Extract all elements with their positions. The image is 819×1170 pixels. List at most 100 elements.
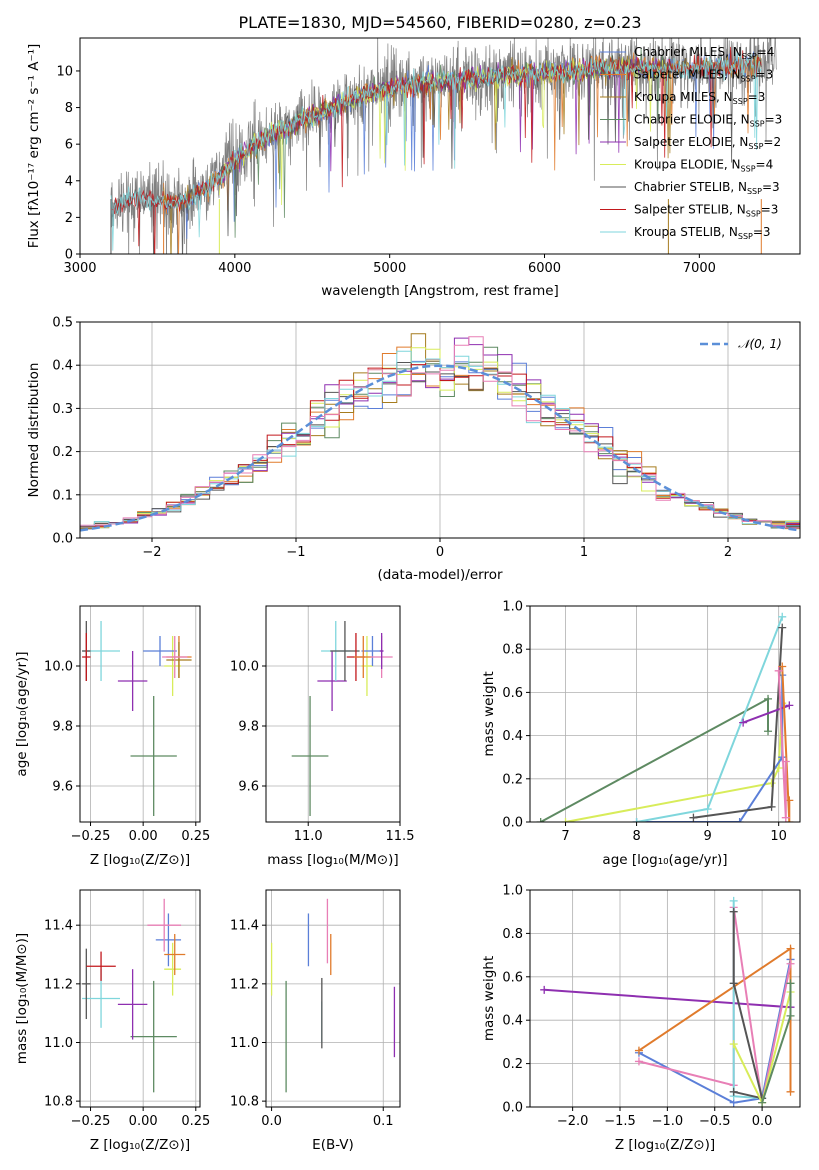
y-tick-label: 11.4	[230, 919, 259, 934]
plot-area-mass-vs-EBV	[266, 890, 400, 1107]
x-tick-label: 3000	[63, 261, 96, 276]
x-tick-label: 0.25	[181, 829, 210, 844]
y-tick-label: 0.0	[52, 532, 73, 547]
spectrum-model-line	[110, 51, 762, 251]
y-tick-label: 11.2	[44, 977, 73, 992]
panel-age-vs-Z: −0.25 0.00 0.25 9.6 9.8 10.0 Z [log₁₀(Z/Z⊙)] ag…	[14, 605, 210, 868]
plot-area-weight-vs-Z	[530, 890, 800, 1107]
errorbar-point	[379, 633, 384, 669]
axes-frame	[265, 889, 401, 1108]
plot-area-age-vs-mass	[266, 606, 400, 822]
weight-marker	[634, 1046, 643, 1055]
x-tick-label: −0.5	[699, 1114, 731, 1129]
spectrum-model-line	[219, 56, 669, 191]
y-tick-label: 0.0	[502, 1101, 523, 1116]
legend-label: Kroupa ELODIE, NSSP=4	[634, 158, 773, 174]
panel-spectrum: 3000 4000 5000 6000 7000 0 2 4 6 8 10 wavelength [A…	[26, 37, 801, 299]
legend-label: Chabrier ELODIE, NSSP=3	[634, 113, 782, 129]
axes-frame	[79, 37, 801, 255]
y-axis-label: mass [log₁₀(M/M⊙)]	[14, 933, 30, 1064]
plot-area-age-vs-Z	[80, 606, 200, 822]
y-tick-label: 0.6	[502, 686, 523, 701]
x-tick-label: 4000	[218, 261, 251, 276]
y-tick-label: 0.8	[502, 927, 523, 942]
weight-marker	[767, 779, 776, 788]
axes-frame	[79, 321, 801, 539]
weight-marker	[729, 907, 738, 916]
weight-marker	[689, 813, 698, 822]
y-tick-label: 9.8	[52, 720, 73, 735]
y-tick-label: 0.6	[502, 970, 523, 985]
weight-series-line	[781, 666, 791, 822]
y-tick-label: 10.8	[230, 1095, 259, 1110]
y-tick-label: 10.8	[44, 1095, 73, 1110]
x-tick-label: 11.0	[294, 829, 323, 844]
y-tick-label: 0	[65, 248, 73, 263]
weight-marker	[781, 757, 790, 766]
y-tick-label: 0.2	[502, 772, 523, 787]
legend-label: Chabrier STELIB, NSSP=3	[634, 180, 780, 196]
x-tick-label: −1.0	[652, 1114, 684, 1129]
weight-marker	[758, 1098, 767, 1107]
x-tick-label: −2.0	[557, 1114, 589, 1129]
weight-marker	[786, 1011, 795, 1020]
y-tick-label: 9.6	[238, 780, 259, 795]
y-tick-label: 11.4	[44, 919, 73, 934]
x-tick-label: 0.00	[129, 1114, 158, 1129]
errorbar-point	[147, 898, 182, 952]
y-tick-label: 0.2	[52, 445, 73, 460]
errorbar-point	[166, 642, 192, 678]
errorbar-point	[117, 969, 148, 1040]
weight-marker	[786, 959, 795, 968]
x-tick-label: 7000	[683, 261, 716, 276]
y-tick-label: 10.0	[44, 660, 73, 675]
y-axis-label: mass weight	[481, 671, 497, 756]
errorbar-point	[130, 980, 177, 1093]
y-tick-label: 4	[65, 174, 73, 189]
legend-label: Salpeter ELODIE, NSSP=2	[634, 135, 781, 151]
errorbar-point	[155, 913, 182, 967]
legend: Chabrier MILES, NSSP=4 Salpeter MILES, NS…	[600, 45, 782, 241]
panel-mass-vs-Z: −0.25 0.00 0.25 10.8 11.0 11.2 11.4 Z [log₁₀(Z/…	[14, 889, 210, 1153]
x-axis-label: Z [log₁₀(Z/Z⊙)]	[90, 1137, 190, 1153]
x-tick-label: 0.25	[181, 1114, 210, 1129]
y-tick-label: 10.0	[230, 660, 259, 675]
x-axis-label: age [log₁₀(age/yr)]	[602, 852, 727, 868]
panel-mass-vs-EBV: 0.0 0.1 10.8 11.0 11.2 11.4 E(B-V)	[230, 889, 401, 1153]
errorbar-point	[164, 636, 182, 696]
weight-series-line	[565, 703, 784, 822]
errorbar-point	[117, 651, 148, 711]
y-axis-label: age [log₁₀(age/yr)]	[14, 651, 30, 776]
weight-marker	[774, 666, 783, 675]
weight-series-line	[540, 697, 769, 822]
weight-marker	[729, 979, 738, 988]
errorbar-point	[82, 633, 91, 681]
weight-marker	[729, 1040, 738, 1049]
weight-marker	[634, 1057, 643, 1066]
weight-marker	[561, 818, 570, 822]
y-tick-label: 0.2	[502, 1057, 523, 1072]
x-axis-label: wavelength [Angstrom, rest frame]	[321, 283, 559, 299]
x-tick-label: 0.0	[261, 1114, 282, 1129]
legend-label: 𝒩(0, 1)	[738, 337, 782, 351]
weight-marker	[785, 701, 794, 710]
weight-marker	[703, 805, 712, 814]
y-tick-label: 0.8	[502, 643, 523, 658]
y-tick-label: 1.0	[502, 600, 523, 615]
plot-area-mass-vs-Z	[80, 890, 200, 1107]
y-tick-label: 0.3	[52, 402, 73, 417]
weight-marker	[729, 1087, 738, 1096]
legend-label: Kroupa STELIB, NSSP=3	[634, 225, 771, 241]
weight-marker	[735, 818, 744, 822]
y-axis-label: mass weight	[481, 956, 497, 1041]
weight-marker	[739, 718, 748, 727]
x-axis-label: (data-model)/error	[377, 567, 503, 583]
weight-series-line	[544, 988, 791, 1009]
errorbar-point	[162, 636, 188, 678]
x-tick-label: −1	[286, 545, 305, 560]
weight-marker	[778, 623, 787, 632]
x-axis-label: mass [log₁₀(M/M⊙)]	[267, 852, 398, 868]
weight-marker	[786, 944, 795, 953]
y-tick-label: 11.0	[44, 1036, 73, 1051]
